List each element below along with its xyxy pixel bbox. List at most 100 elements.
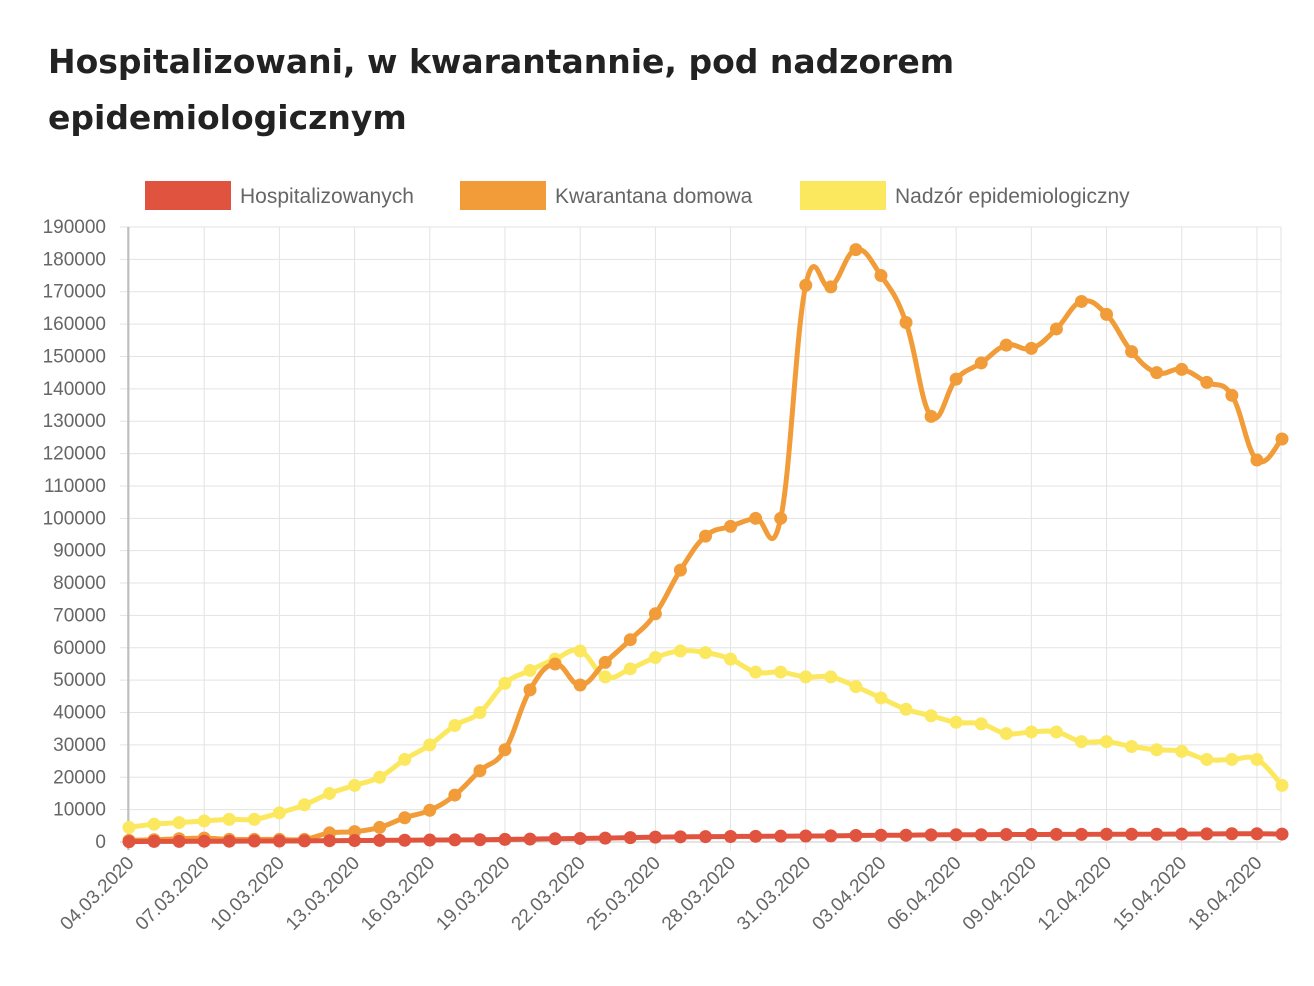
data-point [749,829,763,843]
data-point [423,738,437,752]
data-point [949,828,963,842]
data-point [247,834,261,848]
data-point [348,778,362,792]
data-point [824,829,838,843]
data-point [373,833,387,847]
data-point [348,834,362,848]
legend-item[interactable]: Kwarantana domowa [460,181,753,210]
data-point [999,338,1013,352]
chart-title-line-1: Hospitalizowani, w kwarantannie, pod nad… [48,42,955,81]
x-tick-label: 19.03.2020 [432,853,514,935]
data-point [724,829,738,843]
data-point [222,834,236,848]
data-point [774,829,788,843]
y-tick-label: 30000 [53,735,106,756]
data-point [1100,827,1114,841]
x-tick-label: 31.03.2020 [733,853,815,935]
y-tick-label: 50000 [53,670,106,691]
data-point [398,811,412,825]
data-point [1100,307,1114,321]
x-tick-label: 13.03.2020 [282,853,364,935]
data-point [1074,827,1088,841]
x-tick-label: 07.03.2020 [132,853,214,935]
data-point [1250,453,1264,467]
y-tick-label: 150000 [43,346,106,367]
legend-item[interactable]: Hospitalizowanych [145,181,414,210]
y-tick-label: 20000 [53,767,106,788]
data-point [949,372,963,386]
data-point [974,356,988,370]
data-point [1049,827,1063,841]
x-tick-label: 15.04.2020 [1109,853,1191,935]
data-point [648,830,662,844]
data-point [1024,341,1038,355]
data-point [373,770,387,784]
x-tick-label: 22.03.2020 [508,853,590,935]
data-point [197,834,211,848]
data-point [573,678,587,692]
data-point [147,817,161,831]
data-point [448,833,462,847]
data-point [1200,375,1214,389]
data-point [774,511,788,525]
data-point [874,269,888,283]
chart-title-line-2: epidemiologicznym [48,98,407,137]
data-point [398,833,412,847]
data-point [1275,432,1289,446]
data-point [799,670,813,684]
y-tick-label: 60000 [53,638,106,659]
data-point [999,727,1013,741]
data-point [1049,725,1063,739]
data-point [1200,752,1214,766]
y-tick-label: 110000 [44,476,106,497]
data-point [373,820,387,834]
data-point [323,834,337,848]
data-point [849,243,863,257]
data-point [498,676,512,690]
series-0 [122,827,1289,849]
x-tick-label: 25.03.2020 [583,853,665,935]
legend: Hospitalizowanych Kwarantana domowa Nadzór… [145,181,1130,210]
legend-label: Hospitalizowanych [240,185,414,208]
data-point [824,280,838,294]
data-point [699,830,712,844]
data-point [924,828,938,842]
data-point [1175,362,1189,376]
data-point [1024,828,1038,842]
x-tick-label: 18.04.2020 [1184,853,1266,935]
x-tick-label: 16.03.2020 [357,853,439,935]
data-point [222,812,236,826]
legend-item[interactable]: Nadzór epidemiologiczny [800,181,1130,210]
legend-swatch [800,181,886,210]
data-point [423,833,437,847]
data-point [1074,294,1088,308]
data-point [1024,725,1038,739]
y-tick-label: 70000 [53,605,106,626]
data-point [473,706,487,720]
x-tick-label: 06.04.2020 [884,853,966,935]
data-point [623,633,637,647]
data-point [1225,827,1239,841]
data-point [548,657,562,671]
data-point [799,278,813,292]
data-point [673,644,687,658]
data-point [1250,752,1264,766]
data-point [172,834,186,848]
y-tick-label: 170000 [43,282,106,303]
data-point [699,646,712,660]
data-point [999,828,1013,842]
data-point [724,519,738,533]
data-point [774,665,788,679]
x-tick-label: 03.04.2020 [808,853,890,935]
legend-label: Nadzór epidemiologiczny [895,185,1130,208]
grid [120,226,1282,850]
series-line [128,247,1284,843]
data-point [498,743,512,757]
data-point [648,607,662,621]
data-point [1150,743,1164,757]
data-point [799,829,813,843]
data-point [874,691,888,705]
data-point [1175,744,1189,758]
y-tick-label: 40000 [53,703,106,724]
data-point [598,655,612,669]
